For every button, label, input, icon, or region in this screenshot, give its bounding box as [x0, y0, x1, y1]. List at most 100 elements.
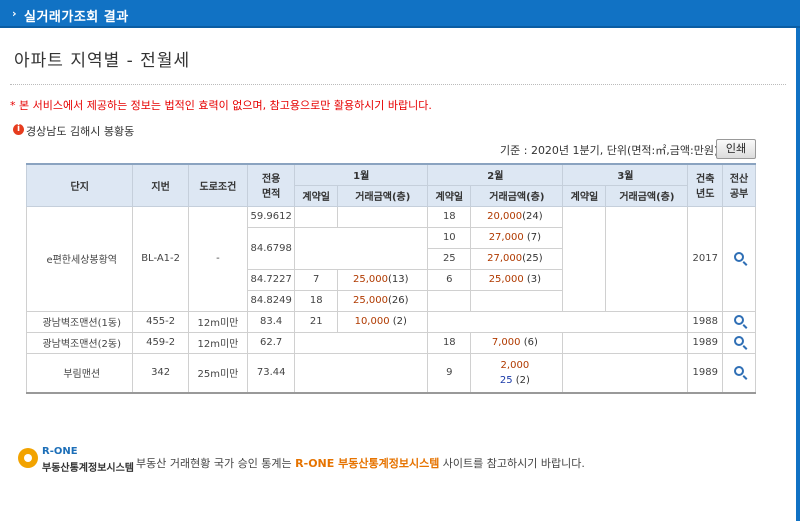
cell-m1-day: 21 — [294, 310, 339, 333]
amount: 25,000 — [488, 274, 524, 285]
cell-built: 1988 — [687, 310, 724, 333]
amount-monthly: 25 — [499, 374, 513, 386]
magnifier-icon[interactable] — [734, 366, 745, 377]
cell-m2-amt: 27,000 (7) — [470, 226, 564, 249]
cell-m3-empty — [562, 352, 689, 394]
cell-m1-empty — [294, 352, 429, 394]
cell-m1-empty — [294, 331, 429, 354]
cell-ledger[interactable] — [722, 205, 756, 312]
cell-m2-day: 9 — [427, 352, 472, 394]
header-month1: 1월 — [294, 163, 429, 186]
header-month2: 2월 — [427, 163, 564, 186]
footer-text: 부동산 거래현황 국가 승인 통계는 R-ONE 부동산통계정보시스템 사이트를… — [136, 455, 585, 471]
header-m3-amt: 거래금액(층) — [605, 184, 689, 207]
table-row: e편한세상봉황역 BL-A1-2 - 59.9612 18 20,000(24)… — [25, 205, 756, 312]
header-lot: 지번 — [132, 163, 189, 207]
amount: 25,000 — [352, 274, 388, 285]
amount: 10,000 — [354, 316, 390, 327]
cell-m1-day: 7 — [294, 268, 339, 291]
cell-built: 2017 — [687, 205, 724, 312]
cell-ledger[interactable] — [722, 352, 756, 394]
table-row: 84.8249 18 25,000(26) — [27, 289, 756, 312]
cell-lot: BL-A1-2 — [132, 205, 189, 312]
cell-m2-day: 18 — [427, 205, 472, 228]
amount: 25,000 — [352, 295, 388, 306]
footer-text-pre: 부동산 거래현황 국가 승인 통계는 — [136, 457, 296, 470]
amount: 20,000 — [487, 211, 523, 222]
divider — [10, 84, 786, 85]
header-month3: 3월 — [562, 163, 689, 186]
disclaimer-notice: * 본 서비스에서 제공하는 정보는 법적인 효력이 없으며, 참고용으로만 활… — [10, 99, 432, 112]
cell-m2-day: 25 — [427, 247, 472, 270]
rone-logo-icon[interactable] — [18, 448, 38, 468]
cell-complex: 부림맨션 — [25, 352, 134, 394]
header-road: 도로조건 — [187, 163, 249, 207]
cell-m2-day — [427, 289, 472, 312]
cell-area: 59.9612 — [247, 205, 296, 228]
location-label: 경상남도 김해시 봉황동 — [26, 125, 135, 138]
floor: (25) — [522, 253, 543, 264]
floor: (3) — [526, 274, 542, 285]
cell-m2-amt: 25,000 (3) — [470, 268, 564, 291]
cell-built: 1989 — [687, 331, 724, 354]
cell-m2-day: 10 — [427, 226, 472, 249]
cell-m1-day: 18 — [294, 289, 339, 312]
floor: (24) — [522, 211, 543, 222]
table-row: 부림맨션 342 25m미만 73.44 9 2,000 25 (2) 1989 — [25, 352, 756, 394]
header-area: 전용 면적 — [247, 163, 296, 207]
floor: (26) — [387, 295, 409, 306]
magnifier-icon[interactable] — [734, 315, 745, 325]
cell-m1-day — [294, 205, 339, 228]
cell-m2-amt: 20,000(24) — [470, 205, 564, 228]
cell-complex: e편한세상봉황역 — [25, 205, 134, 312]
footer-link[interactable]: R-ONE 부동산통계정보시스템 — [295, 457, 440, 470]
floor: (13) — [387, 274, 409, 285]
cell-complex: 광남벽조맨션(2동) — [25, 331, 134, 354]
floor: (2) — [515, 374, 530, 386]
cell-road: 12m미만 — [187, 310, 249, 333]
cell-m2-m3-empty — [427, 310, 689, 333]
cell-area: 84.6798 — [247, 226, 296, 270]
cell-lot: 459-2 — [132, 331, 189, 354]
cell-m1-amt: 10,000 (2) — [337, 310, 429, 333]
cell-area: 73.44 — [247, 352, 296, 394]
cell-area: 83.4 — [247, 310, 296, 333]
info-icon: i — [13, 124, 24, 135]
cell-m1-empty — [294, 226, 429, 270]
header-m2-amt: 거래금액(층) — [470, 184, 564, 207]
cell-ledger[interactable] — [722, 331, 756, 354]
header-m1-day: 계약일 — [294, 184, 339, 207]
magnifier-icon[interactable] — [734, 336, 745, 346]
cell-m2-day: 18 — [427, 331, 472, 354]
cell-road: 25m미만 — [187, 352, 249, 394]
floor: (7) — [526, 232, 542, 243]
cell-m1-amt — [337, 205, 429, 228]
rone-logo-subtext[interactable]: 부동산통계정보시스템 — [42, 463, 134, 474]
amount: 7,000 — [491, 337, 521, 348]
cell-lot: 342 — [132, 352, 189, 394]
cell-m2-amt: 2,000 25 (2) — [470, 352, 564, 394]
cell-area: 84.8249 — [247, 289, 296, 312]
cell-m2-amt — [470, 289, 564, 312]
cell-m1-amt: 25,000(26) — [337, 289, 429, 312]
header-complex: 단지 — [25, 163, 134, 207]
rone-logo-text[interactable]: R-ONE — [42, 446, 78, 457]
table-row: 광남벽조맨션(1동) 455-2 12m미만 83.4 21 10,000 (2… — [25, 310, 756, 333]
basis-label: 기준 : 2020년 1분기, 단위(면적:㎡,금액:만원) — [500, 144, 719, 157]
window-title: 실거래가조회 결과 — [24, 10, 129, 25]
cell-m2-amt: 27,000(25) — [470, 247, 564, 270]
right-border — [796, 28, 800, 521]
cell-built: 1989 — [687, 352, 724, 394]
cell-m3-day — [562, 205, 607, 312]
header-m2-day: 계약일 — [427, 184, 472, 207]
table-row: 84.6798 10 27,000 (7) — [27, 226, 756, 270]
cell-ledger[interactable] — [722, 310, 756, 333]
magnifier-icon[interactable] — [734, 252, 745, 262]
cell-m1-amt: 25,000(13) — [337, 268, 429, 291]
page-title: 아파트 지역별 - 전월세 — [14, 51, 191, 71]
header-built: 건축 년도 — [687, 163, 724, 207]
cell-lot: 455-2 — [132, 310, 189, 333]
cell-m2-amt: 7,000 (6) — [470, 331, 564, 354]
header-m3-day: 계약일 — [562, 184, 607, 207]
print-button[interactable]: 인쇄 — [716, 139, 756, 159]
